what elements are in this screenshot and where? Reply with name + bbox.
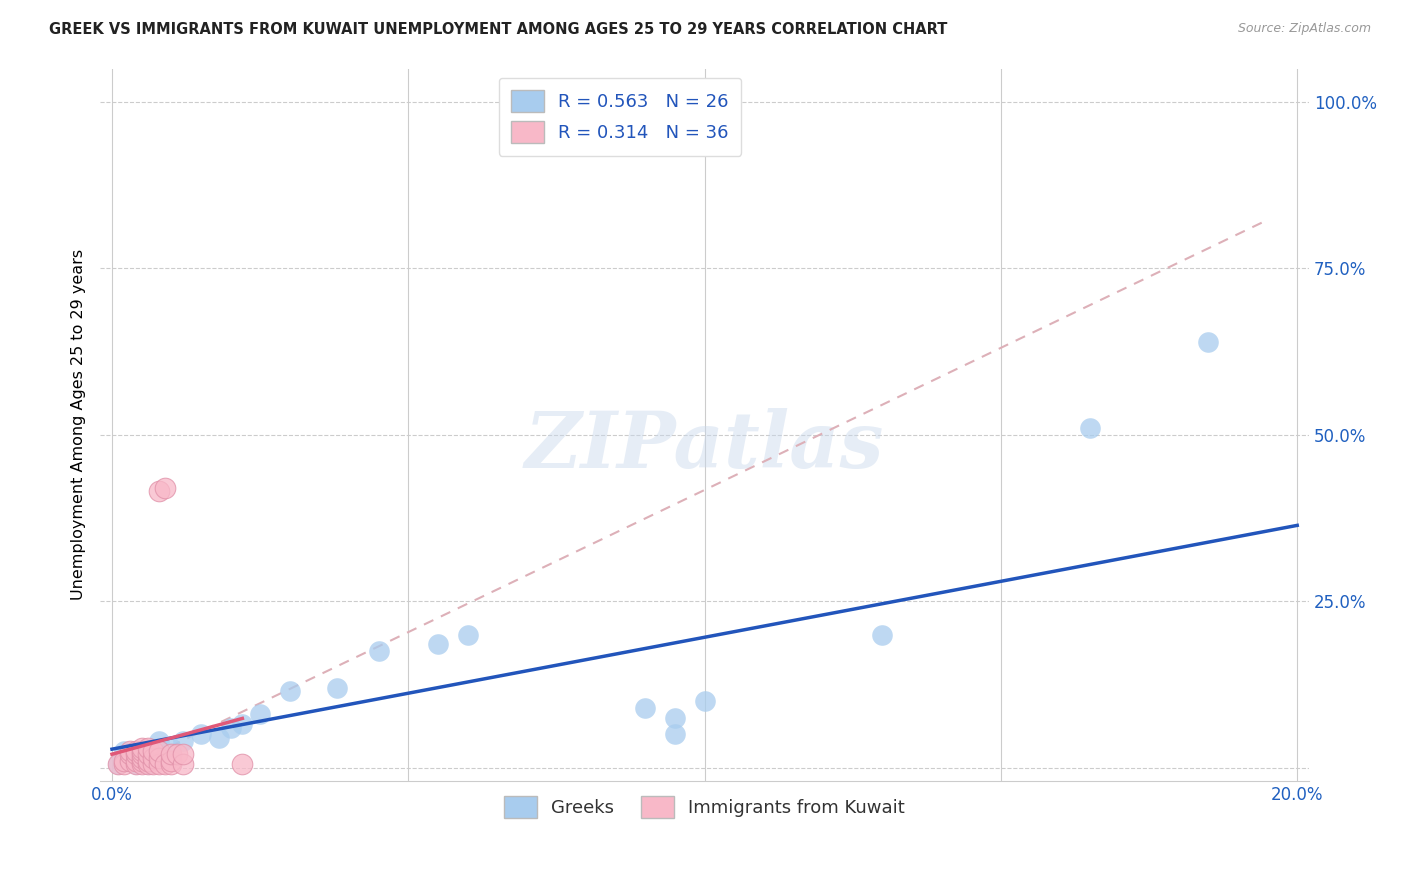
Point (693, 694, 716, 708)
Text: ZIPatlas: ZIPatlas (524, 408, 884, 484)
Point (278, 684, 301, 698)
Point (125, 744, 148, 758)
Point (148, 734, 170, 748)
Point (131, 747, 153, 762)
Point (172, 734, 194, 748)
Point (118, 754, 141, 768)
Point (136, 757, 159, 772)
Point (131, 757, 153, 772)
Point (131, 744, 153, 758)
Point (326, 681, 349, 695)
Point (155, 757, 177, 772)
Point (457, 627, 479, 641)
Point (125, 754, 148, 768)
Point (160, 747, 183, 762)
Point (208, 731, 231, 745)
Point (172, 747, 194, 762)
Point (664, 727, 686, 741)
Point (148, 744, 170, 758)
Point (136, 754, 159, 768)
Point (131, 750, 153, 764)
Point (249, 707, 271, 722)
Legend: Greeks, Immigrants from Kuwait: Greeks, Immigrants from Kuwait (496, 789, 912, 825)
Point (172, 757, 194, 772)
Point (136, 740, 159, 755)
Point (872, 627, 894, 641)
Point (160, 754, 183, 768)
Point (190, 727, 212, 741)
Text: Source: ZipAtlas.com: Source: ZipAtlas.com (1237, 22, 1371, 36)
Point (1197, 334, 1219, 349)
Point (142, 750, 165, 764)
Point (148, 757, 170, 772)
Point (219, 721, 242, 735)
Point (118, 747, 141, 762)
Point (125, 747, 148, 762)
Point (112, 754, 135, 768)
Point (131, 740, 153, 755)
Point (112, 757, 135, 772)
Point (118, 754, 141, 768)
Point (112, 744, 135, 758)
Point (155, 481, 177, 495)
Point (136, 747, 159, 762)
Point (118, 744, 141, 758)
Point (160, 757, 183, 772)
Point (231, 717, 253, 731)
Point (131, 754, 153, 768)
Point (136, 757, 159, 772)
Point (148, 750, 170, 764)
Point (142, 757, 165, 772)
Point (664, 711, 686, 725)
Point (107, 757, 129, 772)
Point (166, 747, 188, 762)
Point (367, 644, 389, 658)
Point (125, 757, 148, 772)
Point (131, 744, 153, 758)
Point (125, 750, 148, 764)
Text: GREEK VS IMMIGRANTS FROM KUWAIT UNEMPLOYMENT AMONG AGES 25 TO 29 YEARS CORRELATI: GREEK VS IMMIGRANTS FROM KUWAIT UNEMPLOY… (49, 22, 948, 37)
Point (231, 757, 253, 772)
Point (107, 757, 129, 772)
Point (142, 744, 165, 758)
Point (426, 638, 449, 652)
Point (125, 757, 148, 772)
Point (148, 484, 170, 499)
Point (1078, 421, 1101, 435)
Point (112, 754, 135, 768)
Point (118, 747, 141, 762)
Point (160, 740, 183, 755)
Point (634, 700, 657, 714)
Y-axis label: Unemployment Among Ages 25 to 29 years: Unemployment Among Ages 25 to 29 years (72, 249, 86, 600)
